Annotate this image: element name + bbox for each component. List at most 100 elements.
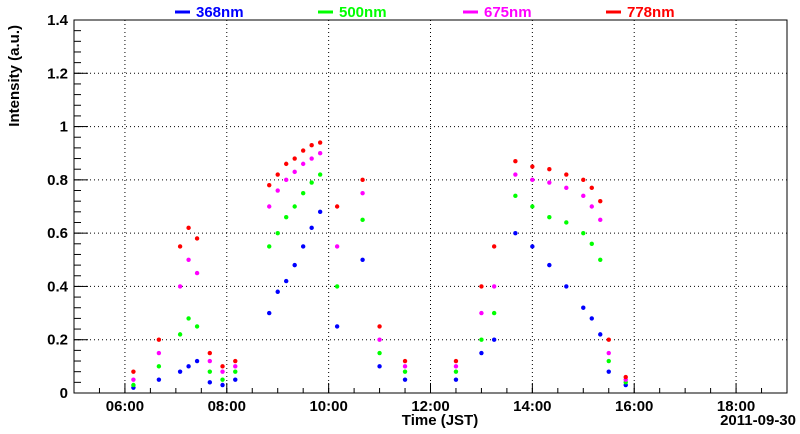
- data-point: [284, 177, 289, 183]
- data-point: [360, 190, 365, 196]
- legend-label-500nm: 500nm: [339, 4, 387, 21]
- data-point: [513, 230, 518, 236]
- y-tick-label: 0: [60, 385, 68, 402]
- plot-frame: [73, 19, 788, 394]
- data-point: [453, 369, 459, 374]
- series-675nm: [131, 151, 628, 382]
- data-point: [309, 143, 314, 148]
- data-point: [606, 358, 611, 364]
- data-point: [300, 148, 306, 153]
- data-point: [334, 244, 340, 249]
- data-point: [598, 198, 603, 204]
- data-point: [131, 369, 136, 374]
- data-point: [377, 324, 382, 329]
- data-point: [491, 310, 497, 316]
- data-point: [334, 324, 340, 329]
- x-tick-label: 08:00: [208, 398, 246, 415]
- data-point: [267, 310, 272, 316]
- data-point: [377, 364, 382, 369]
- x-tick-label: 12:00: [411, 398, 449, 415]
- data-point: [377, 337, 382, 342]
- series-778nm: [131, 140, 628, 380]
- data-point: [360, 257, 365, 262]
- data-point: [479, 350, 484, 356]
- x-tick-label: 10:00: [309, 398, 347, 415]
- data-point: [220, 377, 225, 382]
- data-point: [207, 358, 213, 364]
- data-point: [131, 382, 136, 388]
- data-point: [598, 217, 603, 223]
- data-point: [606, 350, 611, 356]
- data-point: [220, 382, 225, 388]
- y-tick-label: 0.2: [47, 332, 68, 349]
- data-point: [564, 172, 569, 177]
- grid: [74, 20, 787, 393]
- y-tick-label: 1.4: [47, 12, 69, 29]
- data-point: [491, 337, 497, 342]
- data-point: [220, 364, 225, 369]
- data-point: [581, 305, 586, 310]
- data-point: [317, 151, 323, 156]
- data-point: [530, 204, 535, 209]
- data-point: [402, 377, 408, 382]
- data-point: [207, 369, 213, 374]
- data-point: [309, 180, 314, 185]
- legend: 368nm 500nm 675nm 778nm: [175, 4, 675, 21]
- data-point: [606, 337, 611, 342]
- data-point: [564, 185, 569, 191]
- data-point: [491, 284, 497, 289]
- data-point: [547, 214, 552, 220]
- data-point: [300, 244, 306, 249]
- data-point: [564, 284, 569, 289]
- data-point: [360, 177, 365, 183]
- data-point: [292, 169, 297, 175]
- data-point: [300, 161, 306, 167]
- data-point: [186, 257, 191, 262]
- data-point: [156, 337, 162, 342]
- data-point: [284, 214, 289, 220]
- data-point: [207, 380, 213, 385]
- data-point: [513, 172, 518, 177]
- data-point: [377, 350, 382, 356]
- data-point: [317, 140, 323, 145]
- data-point: [453, 364, 459, 369]
- data-point: [309, 156, 314, 161]
- data-point: [275, 289, 280, 294]
- legend-label-368nm: 368nm: [196, 4, 244, 21]
- date-label: 2011-09-30: [720, 412, 796, 429]
- legend-label-675nm: 675nm: [484, 4, 532, 21]
- data-point: [589, 316, 594, 321]
- data-point: [177, 369, 183, 374]
- data-point: [177, 332, 183, 337]
- x-tick-label: 06:00: [106, 398, 144, 415]
- data-point: [292, 156, 297, 161]
- data-point: [402, 364, 408, 369]
- data-point: [194, 270, 200, 276]
- data-point: [360, 217, 365, 223]
- data-point: [186, 364, 191, 369]
- data-point: [233, 369, 238, 374]
- data-point: [453, 377, 459, 382]
- data-point: [131, 377, 136, 382]
- y-tick-label: 0.4: [47, 278, 69, 295]
- data-point: [309, 225, 314, 231]
- data-point: [275, 188, 280, 193]
- data-point: [479, 310, 484, 316]
- series-500nm: [131, 172, 628, 388]
- data-point: [334, 204, 340, 209]
- data-point: [547, 167, 552, 172]
- x-tick-label: 18:00: [717, 398, 755, 415]
- data-point: [334, 284, 340, 289]
- data-point: [186, 316, 191, 321]
- data-point: [267, 244, 272, 249]
- data-point: [513, 159, 518, 164]
- data-point: [300, 190, 306, 196]
- data-point: [233, 358, 238, 364]
- x-axis-title: Time (JST): [402, 412, 478, 429]
- series-368nm: [131, 209, 628, 390]
- data-point: [589, 204, 594, 209]
- data-point: [564, 220, 569, 225]
- data-point: [453, 358, 459, 364]
- data-point: [284, 278, 289, 284]
